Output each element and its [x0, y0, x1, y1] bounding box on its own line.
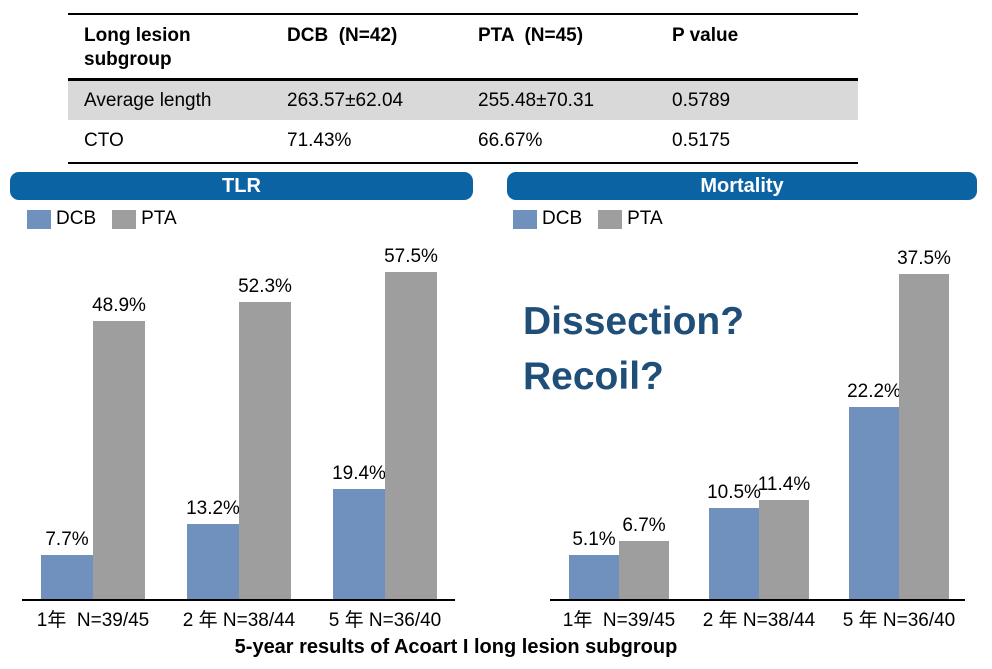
- bar-value-label: 19.4%: [332, 463, 386, 484]
- dcb-bar: 7.7%: [41, 529, 93, 599]
- bar-value-label: 52.3%: [238, 276, 292, 297]
- mortality-legend: DCB PTA: [513, 208, 679, 230]
- p-value: 0.5789: [672, 89, 731, 111]
- bar-value-label: 11.4%: [757, 474, 811, 495]
- bar-group: 19.4% 57.5%: [332, 241, 438, 599]
- table-header-dcb: DCB (N=42): [287, 25, 398, 46]
- table-header-pta: PTA (N=45): [478, 25, 584, 46]
- dcb-value: 263.57±62.04: [287, 89, 404, 111]
- pta-bar: 11.4%: [758, 474, 810, 599]
- bar-value-label: 57.5%: [384, 246, 438, 267]
- dcb-legend-label: DCB: [542, 208, 583, 229]
- dcb-legend-swatch: [27, 209, 51, 229]
- dcb-bar: 10.5%: [707, 482, 761, 599]
- pta-legend-swatch: [598, 209, 623, 229]
- annotation-line-2: Recoil?: [523, 355, 664, 398]
- bar-group: 13.2% 52.3%: [186, 241, 292, 599]
- pta-legend-label: PTA: [141, 208, 177, 229]
- x-axis-label: 2 年 N=38/44: [182, 610, 296, 631]
- dcb-bar: 22.2%: [847, 381, 901, 599]
- bar-value-label: 10.5%: [707, 482, 761, 503]
- dcb-value: 71.43%: [287, 130, 352, 151]
- mortality-panel-title: Mortality: [507, 172, 977, 200]
- tlr-panel-title: TLR: [10, 172, 473, 200]
- bar-value-label: 5.1%: [572, 529, 616, 550]
- row-label: Average length: [84, 89, 212, 111]
- dcb-bar: 5.1%: [569, 529, 619, 599]
- table-row: CTO 71.43% 66.67% 0.5175: [68, 120, 858, 162]
- pta-bar: 52.3%: [238, 276, 292, 599]
- pta-value: 255.48±70.31: [478, 89, 595, 111]
- pta-bar: 37.5%: [897, 248, 951, 599]
- mortality-x-axis-labels: 1年 N=39/45 2 年 N=38/44 5 年 N=36/40: [550, 605, 965, 632]
- bar-value-label: 48.9%: [92, 295, 146, 316]
- bar-value-label: 37.5%: [897, 248, 951, 269]
- dcb-legend-swatch: [513, 209, 537, 229]
- x-axis-label: 5 年 N=36/40: [328, 610, 442, 631]
- pta-bar: 6.7%: [619, 515, 669, 599]
- bar-group: 22.2% 37.5%: [847, 241, 951, 599]
- dcb-legend-label: DCB: [56, 208, 97, 229]
- pta-bar: 57.5%: [384, 246, 438, 599]
- x-axis-label: 1年 N=39/45: [562, 610, 676, 631]
- dcb-bar: 19.4%: [332, 463, 386, 599]
- tlr-plot-area: 7.7% 48.9% 13.2% 52.3% 19.4% 57.5%: [22, 241, 455, 601]
- x-axis-label: 2 年 N=38/44: [702, 610, 816, 631]
- annotation-line-1: Dissection?: [523, 300, 745, 343]
- tlr-chart: 7.7% 48.9% 13.2% 52.3% 19.4% 57.5% 1年 N=39/45…: [22, 241, 455, 632]
- bar-value-label: 7.7%: [45, 529, 89, 550]
- bar-group: 5.1% 6.7%: [569, 241, 669, 599]
- mortality-chart: 5.1% 6.7% 10.5% 11.4% 22.2% 37.5% 1年 N=39/45 2…: [550, 241, 965, 632]
- pta-legend-swatch: [112, 209, 137, 229]
- table-row: Average length 263.57±62.04 255.48±70.31…: [68, 81, 858, 120]
- bar-value-label: 6.7%: [622, 515, 666, 536]
- row-label: CTO: [84, 130, 124, 151]
- tlr-legend: DCB PTA: [27, 208, 193, 230]
- bar-group: 7.7% 48.9%: [41, 241, 146, 599]
- pta-bar: 48.9%: [92, 295, 146, 599]
- x-axis-label: 5 年 N=36/40: [842, 610, 956, 631]
- table-header-subgroup: Long lesion subgroup: [84, 25, 196, 70]
- subgroup-table: Long lesion subgroup DCB (N=42) PTA (N=4…: [68, 13, 858, 164]
- pta-legend-label: PTA: [627, 208, 663, 229]
- bar-group: 10.5% 11.4%: [707, 241, 810, 599]
- table-header-row: Long lesion subgroup DCB (N=42) PTA (N=4…: [68, 15, 858, 81]
- tlr-x-axis-labels: 1年 N=39/45 2 年 N=38/44 5 年 N=36/40: [22, 605, 455, 632]
- bar-value-label: 22.2%: [847, 381, 901, 402]
- bar-value-label: 13.2%: [186, 498, 240, 519]
- dcb-bar: 13.2%: [186, 498, 240, 599]
- pta-value: 66.67%: [478, 130, 543, 151]
- dissection-recoil-annotation: Dissection? Recoil?: [523, 294, 744, 404]
- x-axis-label: 1年 N=39/45: [36, 610, 150, 631]
- table-header-pvalue: P value: [672, 25, 739, 46]
- p-value: 0.5175: [672, 130, 731, 151]
- mortality-plot-area: 5.1% 6.7% 10.5% 11.4% 22.2% 37.5%: [550, 241, 965, 601]
- slide-caption: 5-year results of Acoart I long lesion s…: [234, 636, 678, 658]
